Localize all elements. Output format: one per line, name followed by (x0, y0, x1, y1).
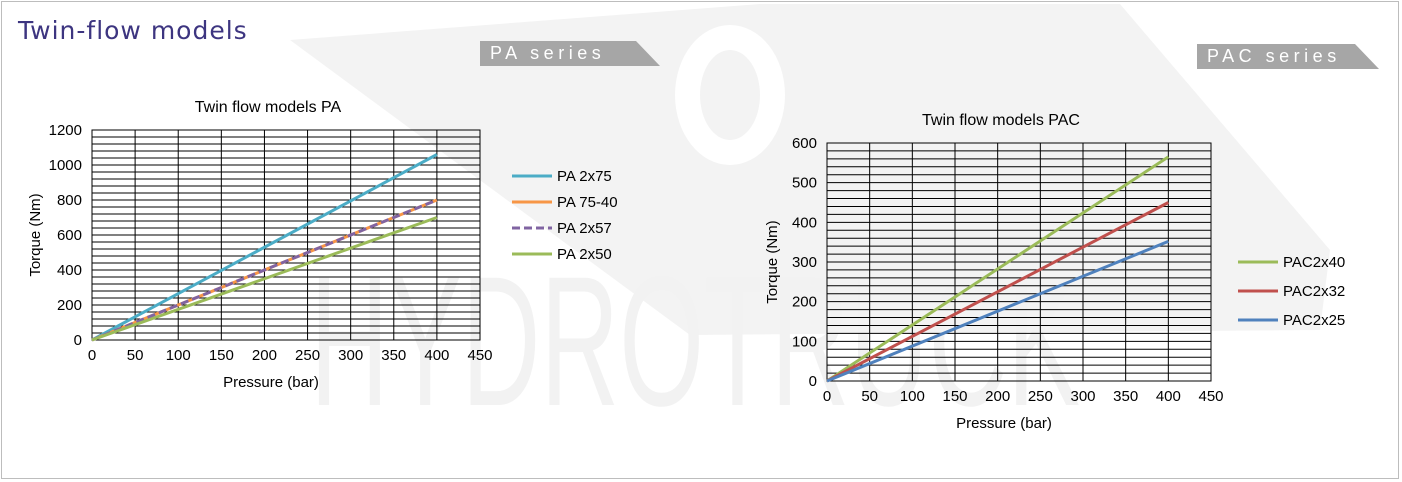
legend-label: PAC2x32 (1283, 283, 1345, 300)
x-tick-label: 100 (166, 347, 191, 364)
x-tick-label: 300 (338, 347, 363, 364)
tab-pac-series[interactable]: PAC series (1197, 44, 1379, 69)
x-tick-label: 400 (1156, 388, 1181, 405)
y-tick-label: 600 (792, 135, 817, 152)
chart-title: Twin flow models PA (195, 99, 342, 116)
y-tick-label: 500 (792, 175, 817, 192)
plot-frame (826, 142, 1212, 382)
x-axis-label: Pressure (bar) (223, 374, 319, 391)
y-tick-label: 400 (57, 262, 82, 279)
x-tick-label: 400 (424, 347, 449, 364)
series-line (91, 198, 438, 342)
y-tick-label: 0 (74, 332, 82, 349)
series-line (826, 155, 1170, 383)
x-tick-label: 0 (88, 347, 96, 364)
x-tick-label: 250 (1028, 388, 1053, 405)
series-line (826, 201, 1170, 383)
y-tick-label: 1200 (49, 122, 82, 139)
series-line (826, 239, 1169, 383)
chart-title: Twin flow models PAC (922, 112, 1080, 129)
legend-label: PA 2x75 (557, 168, 612, 185)
x-axis-label: Pressure (bar) (956, 415, 1052, 432)
x-tick-label: 100 (900, 388, 925, 405)
legend-label: PA 2x57 (557, 220, 612, 237)
y-tick-label: 0 (809, 373, 817, 390)
y-tick-label: 400 (792, 214, 817, 231)
plot-frame (91, 129, 481, 341)
x-tick-label: 350 (1113, 388, 1138, 405)
y-tick-label: 600 (57, 227, 82, 244)
y-tick-label: 300 (792, 254, 817, 271)
y-axis-label: Torque (Nm) (764, 220, 781, 303)
y-tick-label: 100 (792, 333, 817, 350)
series-line (91, 153, 438, 342)
legend-label: PA 75-40 (557, 194, 618, 211)
y-tick-label: 200 (792, 294, 817, 311)
legend-label: PAC2x25 (1283, 312, 1345, 329)
x-tick-label: 450 (1198, 388, 1223, 405)
y-axis-label: Torque (Nm) (27, 193, 44, 276)
x-tick-label: 350 (381, 347, 406, 364)
x-tick-label: 250 (295, 347, 320, 364)
x-tick-label: 300 (1070, 388, 1095, 405)
x-tick-label: 450 (467, 347, 492, 364)
tab-pa-series[interactable]: PA series (480, 41, 660, 66)
x-tick-label: 200 (985, 388, 1010, 405)
y-tick-label: 200 (57, 297, 82, 314)
x-tick-label: 150 (209, 347, 234, 364)
legend-label: PAC2x40 (1283, 254, 1345, 271)
x-tick-label: 50 (127, 347, 144, 364)
x-tick-label: 150 (942, 388, 967, 405)
legend-label: PA 2x50 (557, 246, 612, 263)
x-tick-label: 50 (861, 388, 878, 405)
series-line (91, 216, 438, 342)
page-title: Twin-flow models (18, 16, 248, 45)
y-tick-label: 800 (57, 192, 82, 209)
x-tick-label: 0 (823, 388, 831, 405)
y-tick-label: 1000 (49, 157, 82, 174)
x-tick-label: 200 (252, 347, 277, 364)
